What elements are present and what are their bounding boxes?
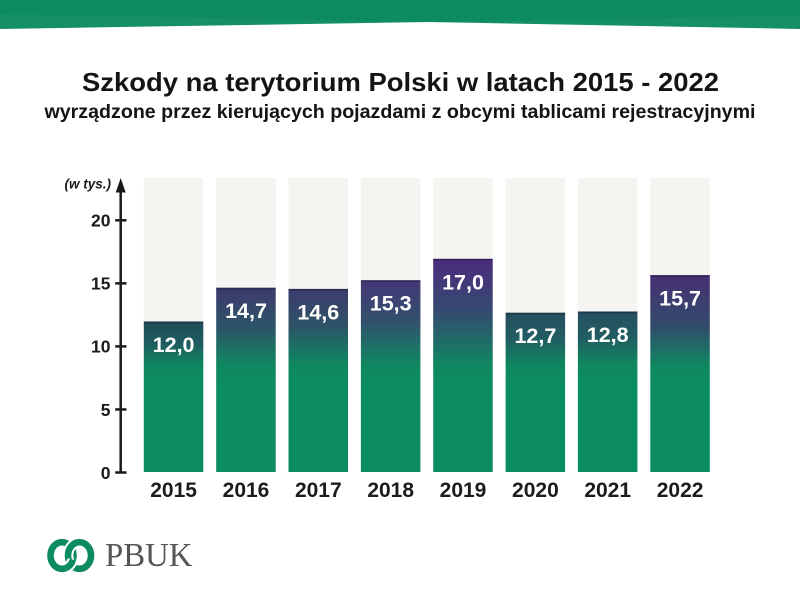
- svg-text:20: 20: [91, 211, 111, 231]
- svg-text:PBUK: PBUK: [105, 537, 193, 574]
- svg-text:0: 0: [101, 463, 111, 483]
- svg-text:wyrządzone przez kierujących p: wyrządzone przez kierujących pojazdami z…: [43, 101, 755, 123]
- svg-text:10: 10: [91, 337, 111, 357]
- svg-text:17,0: 17,0: [442, 270, 484, 294]
- svg-text:5: 5: [101, 400, 111, 420]
- svg-text:15: 15: [91, 274, 111, 294]
- svg-text:14,7: 14,7: [225, 299, 267, 323]
- svg-text:2016: 2016: [223, 479, 270, 502]
- svg-text:14,6: 14,6: [297, 300, 339, 324]
- svg-text:15,3: 15,3: [370, 292, 412, 316]
- svg-text:2021: 2021: [584, 479, 631, 502]
- svg-text:12,8: 12,8: [587, 323, 629, 347]
- svg-text:(w tys.): (w tys.): [64, 177, 111, 192]
- svg-text:Szkody na terytorium Polski w: Szkody na terytorium Polski w latach 201…: [82, 67, 719, 97]
- svg-text:2015: 2015: [150, 479, 197, 502]
- svg-text:15,7: 15,7: [659, 287, 701, 311]
- svg-text:2019: 2019: [440, 479, 487, 502]
- svg-text:2018: 2018: [367, 479, 414, 502]
- svg-text:2017: 2017: [295, 479, 342, 502]
- svg-text:12,0: 12,0: [153, 333, 195, 357]
- svg-text:12,7: 12,7: [514, 324, 556, 348]
- svg-text:2022: 2022: [657, 479, 704, 502]
- svg-text:2020: 2020: [512, 479, 559, 502]
